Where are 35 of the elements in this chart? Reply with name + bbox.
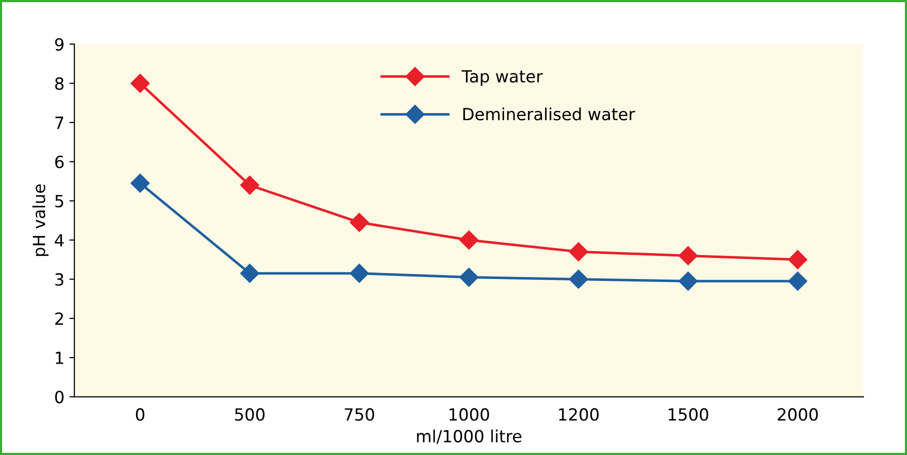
y-tick-label: 9 bbox=[55, 38, 64, 51]
y-axis-title: pH value bbox=[32, 184, 48, 256]
point bbox=[240, 176, 260, 195]
x-axis-title: ml/1000 litre bbox=[417, 430, 522, 444]
y-tick-label: 5 bbox=[55, 195, 64, 208]
x-tick-label: 500 bbox=[235, 408, 265, 421]
x-tick-label: 1000 bbox=[450, 408, 490, 421]
point bbox=[459, 268, 478, 287]
y-tick-label: 3 bbox=[55, 273, 64, 286]
point bbox=[130, 74, 150, 93]
legend-label: Demineralised water bbox=[463, 108, 636, 120]
y-tick-label: 4 bbox=[54, 234, 64, 246]
x-tick-label: 1500 bbox=[668, 408, 708, 421]
point bbox=[459, 230, 478, 250]
x-tick-label: 2000 bbox=[778, 408, 818, 421]
point bbox=[788, 250, 808, 270]
y-tick-label: 2 bbox=[55, 312, 63, 325]
point bbox=[568, 270, 588, 289]
x-tick-label: 750 bbox=[344, 408, 374, 421]
point bbox=[130, 174, 150, 193]
point bbox=[240, 264, 260, 283]
legend-label: Tap water bbox=[462, 70, 543, 86]
x-tick-label: 1200 bbox=[559, 408, 599, 421]
point bbox=[350, 212, 369, 232]
y-tick-label: 7 bbox=[55, 116, 64, 129]
point bbox=[568, 242, 588, 262]
y-tick-label: 6 bbox=[55, 156, 64, 168]
point bbox=[678, 272, 698, 291]
point bbox=[350, 264, 369, 283]
y-tick-label: 8 bbox=[55, 77, 64, 90]
y-tick-label: 1 bbox=[56, 352, 64, 364]
point bbox=[788, 272, 808, 291]
point bbox=[678, 246, 698, 266]
x-tick-label: 0 bbox=[136, 408, 144, 421]
y-tick-label: 0 bbox=[55, 390, 64, 404]
